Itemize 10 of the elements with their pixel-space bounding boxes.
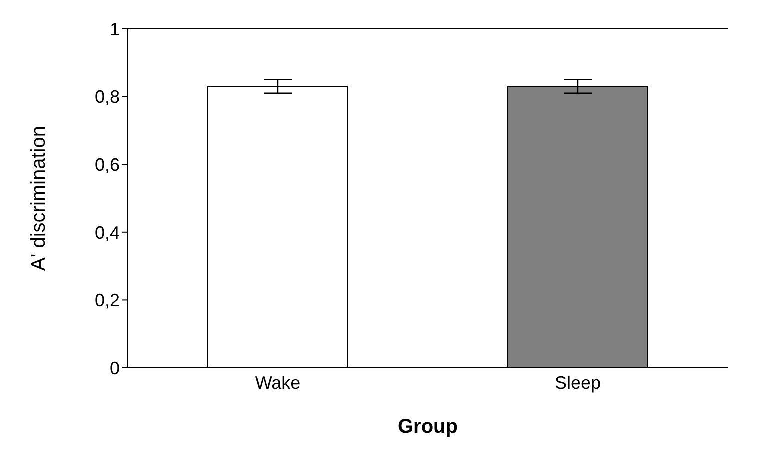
- y-tick-label: 0,6: [94, 154, 120, 175]
- y-axis-title: A' discrimination: [28, 126, 50, 271]
- x-axis-title: Group: [398, 416, 458, 438]
- y-tick-label: 0,2: [94, 290, 120, 311]
- y-tick-label: 0,8: [94, 87, 120, 108]
- y-tick-label: 0: [110, 358, 120, 378]
- x-tick-label: Sleep: [554, 372, 602, 393]
- x-tick-label: Wake: [255, 372, 301, 393]
- y-tick-label: 1: [110, 19, 120, 40]
- y-tick-label: 0,4: [94, 222, 120, 243]
